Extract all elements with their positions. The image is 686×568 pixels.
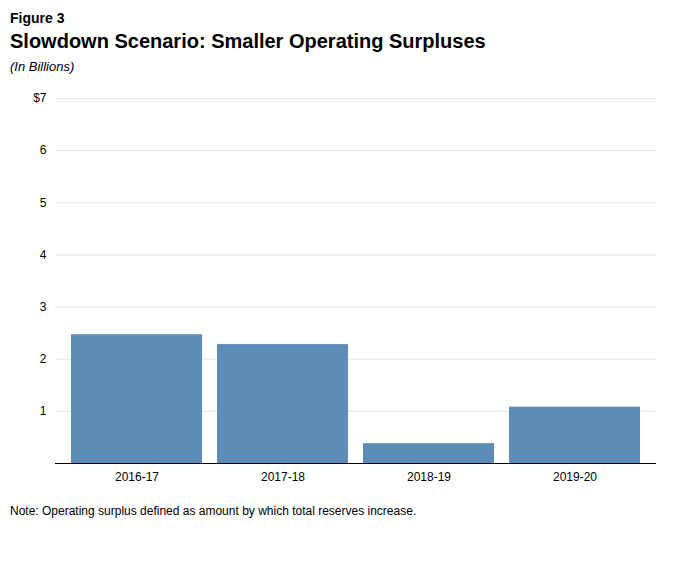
- svg-text:4: 4: [40, 248, 47, 262]
- svg-text:3: 3: [40, 300, 47, 314]
- svg-text:2018-19: 2018-19: [407, 470, 451, 484]
- svg-text:2019-20: 2019-20: [553, 470, 597, 484]
- html-text:(In Billions): (In Billions): [10, 59, 75, 74]
- svg-text:5: 5: [40, 196, 47, 210]
- html-text:Slowdown Scenario: Smaller Ope: Slowdown Scenario: Smaller Operating Sur…: [10, 30, 486, 52]
- svg-text:2016-17: 2016-17: [115, 470, 159, 484]
- svg-text:$7: $7: [33, 91, 47, 105]
- svg-text:1: 1: [40, 404, 47, 418]
- svg-text:6: 6: [40, 143, 47, 157]
- svg-text:2: 2: [40, 352, 47, 366]
- html-text:Figure 3: Figure 3: [10, 10, 65, 26]
- html-text:Note: Operating surplus define: Note: Operating surplus defined as amoun…: [10, 504, 417, 518]
- svg-text:2017-18: 2017-18: [261, 470, 305, 484]
